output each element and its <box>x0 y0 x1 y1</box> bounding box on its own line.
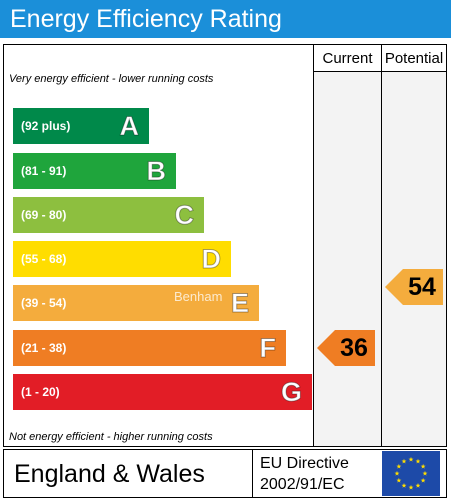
band-letter: C <box>174 200 194 231</box>
column-divider-current <box>313 45 314 446</box>
current-rating-marker: 36 <box>317 330 375 366</box>
flag-star <box>408 484 414 490</box>
flag-star <box>401 483 407 488</box>
rating-band-b: (81 - 91) B <box>13 153 176 189</box>
flag-star <box>415 483 421 488</box>
band-range-label: (21 - 38) <box>21 341 67 355</box>
potential-column-header: Potential <box>384 50 444 67</box>
potential-rating-value: 54 <box>408 273 436 301</box>
column-header-rule <box>313 71 446 72</box>
rating-band-f: (21 - 38) F <box>13 330 286 366</box>
flag-star <box>415 458 421 464</box>
watermark: Benham <box>174 289 223 304</box>
band-letter: E <box>230 288 249 319</box>
flag-star <box>422 470 428 476</box>
directive-label: EU Directive <box>260 455 349 472</box>
flag-star <box>401 458 407 464</box>
current-rating-value: 36 <box>340 334 368 362</box>
band-letter: G <box>280 377 302 408</box>
flag-star <box>408 456 414 462</box>
flag-star <box>396 477 402 483</box>
band-letter: D <box>201 244 221 275</box>
band-range-label: (39 - 54) <box>21 296 67 310</box>
current-column <box>314 72 381 446</box>
flag-star <box>396 463 402 469</box>
band-range-label: (55 - 68) <box>21 252 67 266</box>
flag-star <box>420 477 426 483</box>
band-letter: B <box>146 156 166 187</box>
column-divider-potential <box>381 45 382 446</box>
rating-chart: Current Potential Very energy efficient … <box>3 44 447 447</box>
eu-flag-icon <box>382 451 440 496</box>
region-label: England & Wales <box>14 460 205 488</box>
flag-star <box>394 470 400 476</box>
rating-band-e: (39 - 54) E <box>13 285 259 321</box>
rating-band-c: (69 - 80) C <box>13 197 204 233</box>
band-range-label: (1 - 20) <box>21 385 60 399</box>
band-range-label: (81 - 91) <box>21 164 67 178</box>
potential-rating-marker: 54 <box>385 269 443 305</box>
footer-bar: England & Wales EU Directive 2002/91/EC <box>3 449 447 498</box>
inefficient-note: Not energy efficient - higher running co… <box>9 431 213 443</box>
band-letter: F <box>259 333 276 364</box>
page-title: Energy Efficiency Rating <box>10 5 282 33</box>
rating-band-d: (55 - 68) D <box>13 241 231 277</box>
current-column-header: Current <box>322 50 373 67</box>
rating-band-a: (92 plus) A <box>13 108 149 144</box>
band-letter: A <box>119 111 139 142</box>
header-bar: Energy Efficiency Rating <box>0 0 451 38</box>
flag-star <box>420 463 426 469</box>
footer-divider <box>252 450 253 497</box>
band-range-label: (69 - 80) <box>21 208 67 222</box>
band-range-label: (92 plus) <box>21 119 71 133</box>
directive-code: 2002/91/EC <box>260 476 345 493</box>
efficient-note: Very energy efficient - lower running co… <box>9 73 214 85</box>
potential-column <box>382 72 446 446</box>
rating-band-g: (1 - 20) G <box>13 374 312 410</box>
